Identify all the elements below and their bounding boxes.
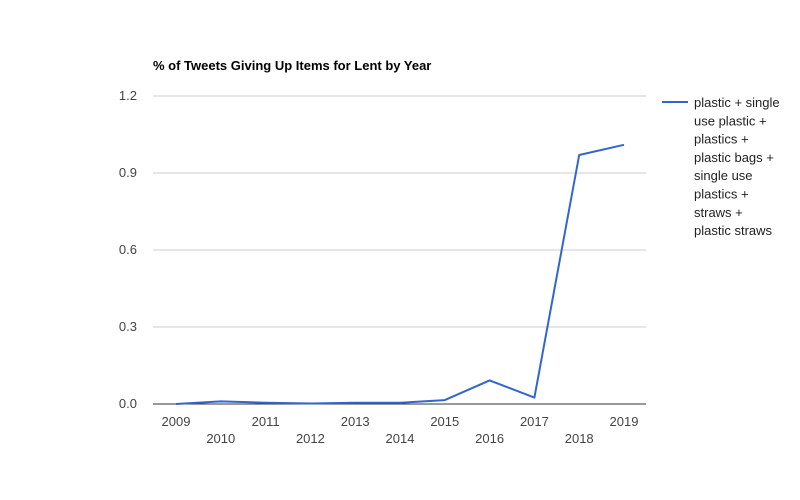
x-tick-label: 2014 xyxy=(386,431,415,446)
x-tick-label: 2016 xyxy=(475,431,504,446)
legend-label-line: use plastic + xyxy=(694,113,767,128)
x-tick-label: 2018 xyxy=(565,431,594,446)
y-tick-label: 0.0 xyxy=(119,396,137,411)
x-tick-label: 2019 xyxy=(610,414,639,429)
legend-label-line: straws + xyxy=(694,205,743,220)
legend-label-line: plastic + single xyxy=(694,95,780,110)
x-tick-label: 2013 xyxy=(341,414,370,429)
x-tick-label: 2011 xyxy=(252,414,280,429)
y-tick-label: 0.3 xyxy=(119,319,137,334)
y-tick-label: 0.6 xyxy=(119,242,137,257)
x-axis-ticks: 2009 2010 2011 2012 2013 2014 2015 2016 2017 2018… xyxy=(162,414,639,446)
x-tick-label: 2010 xyxy=(206,431,235,446)
series-line xyxy=(175,143,625,405)
x-tick-label: 2012 xyxy=(296,431,325,446)
legend-label-line: plastic straws xyxy=(694,223,773,238)
x-tick-label: 2009 xyxy=(162,414,191,429)
series-lines xyxy=(175,143,625,405)
x-tick-label: 2017 xyxy=(520,414,549,429)
legend-label-line: plastic bags + xyxy=(694,150,774,165)
legend-label-line: single use xyxy=(694,168,753,183)
y-tick-label: 1.2 xyxy=(119,88,137,103)
legend-label-line: plastics + xyxy=(694,187,749,202)
x-tick-label: 2015 xyxy=(430,414,459,429)
legend: plastic + single use plastic + plastics + p… xyxy=(662,95,780,238)
grid-lines xyxy=(153,95,646,405)
y-axis-ticks: 0.0 0.3 0.6 0.9 1.2 xyxy=(119,88,137,411)
legend-label-line: plastics + xyxy=(694,132,749,147)
y-tick-label: 0.9 xyxy=(119,165,137,180)
chart-title: % of Tweets Giving Up Items for Lent by … xyxy=(153,58,431,73)
